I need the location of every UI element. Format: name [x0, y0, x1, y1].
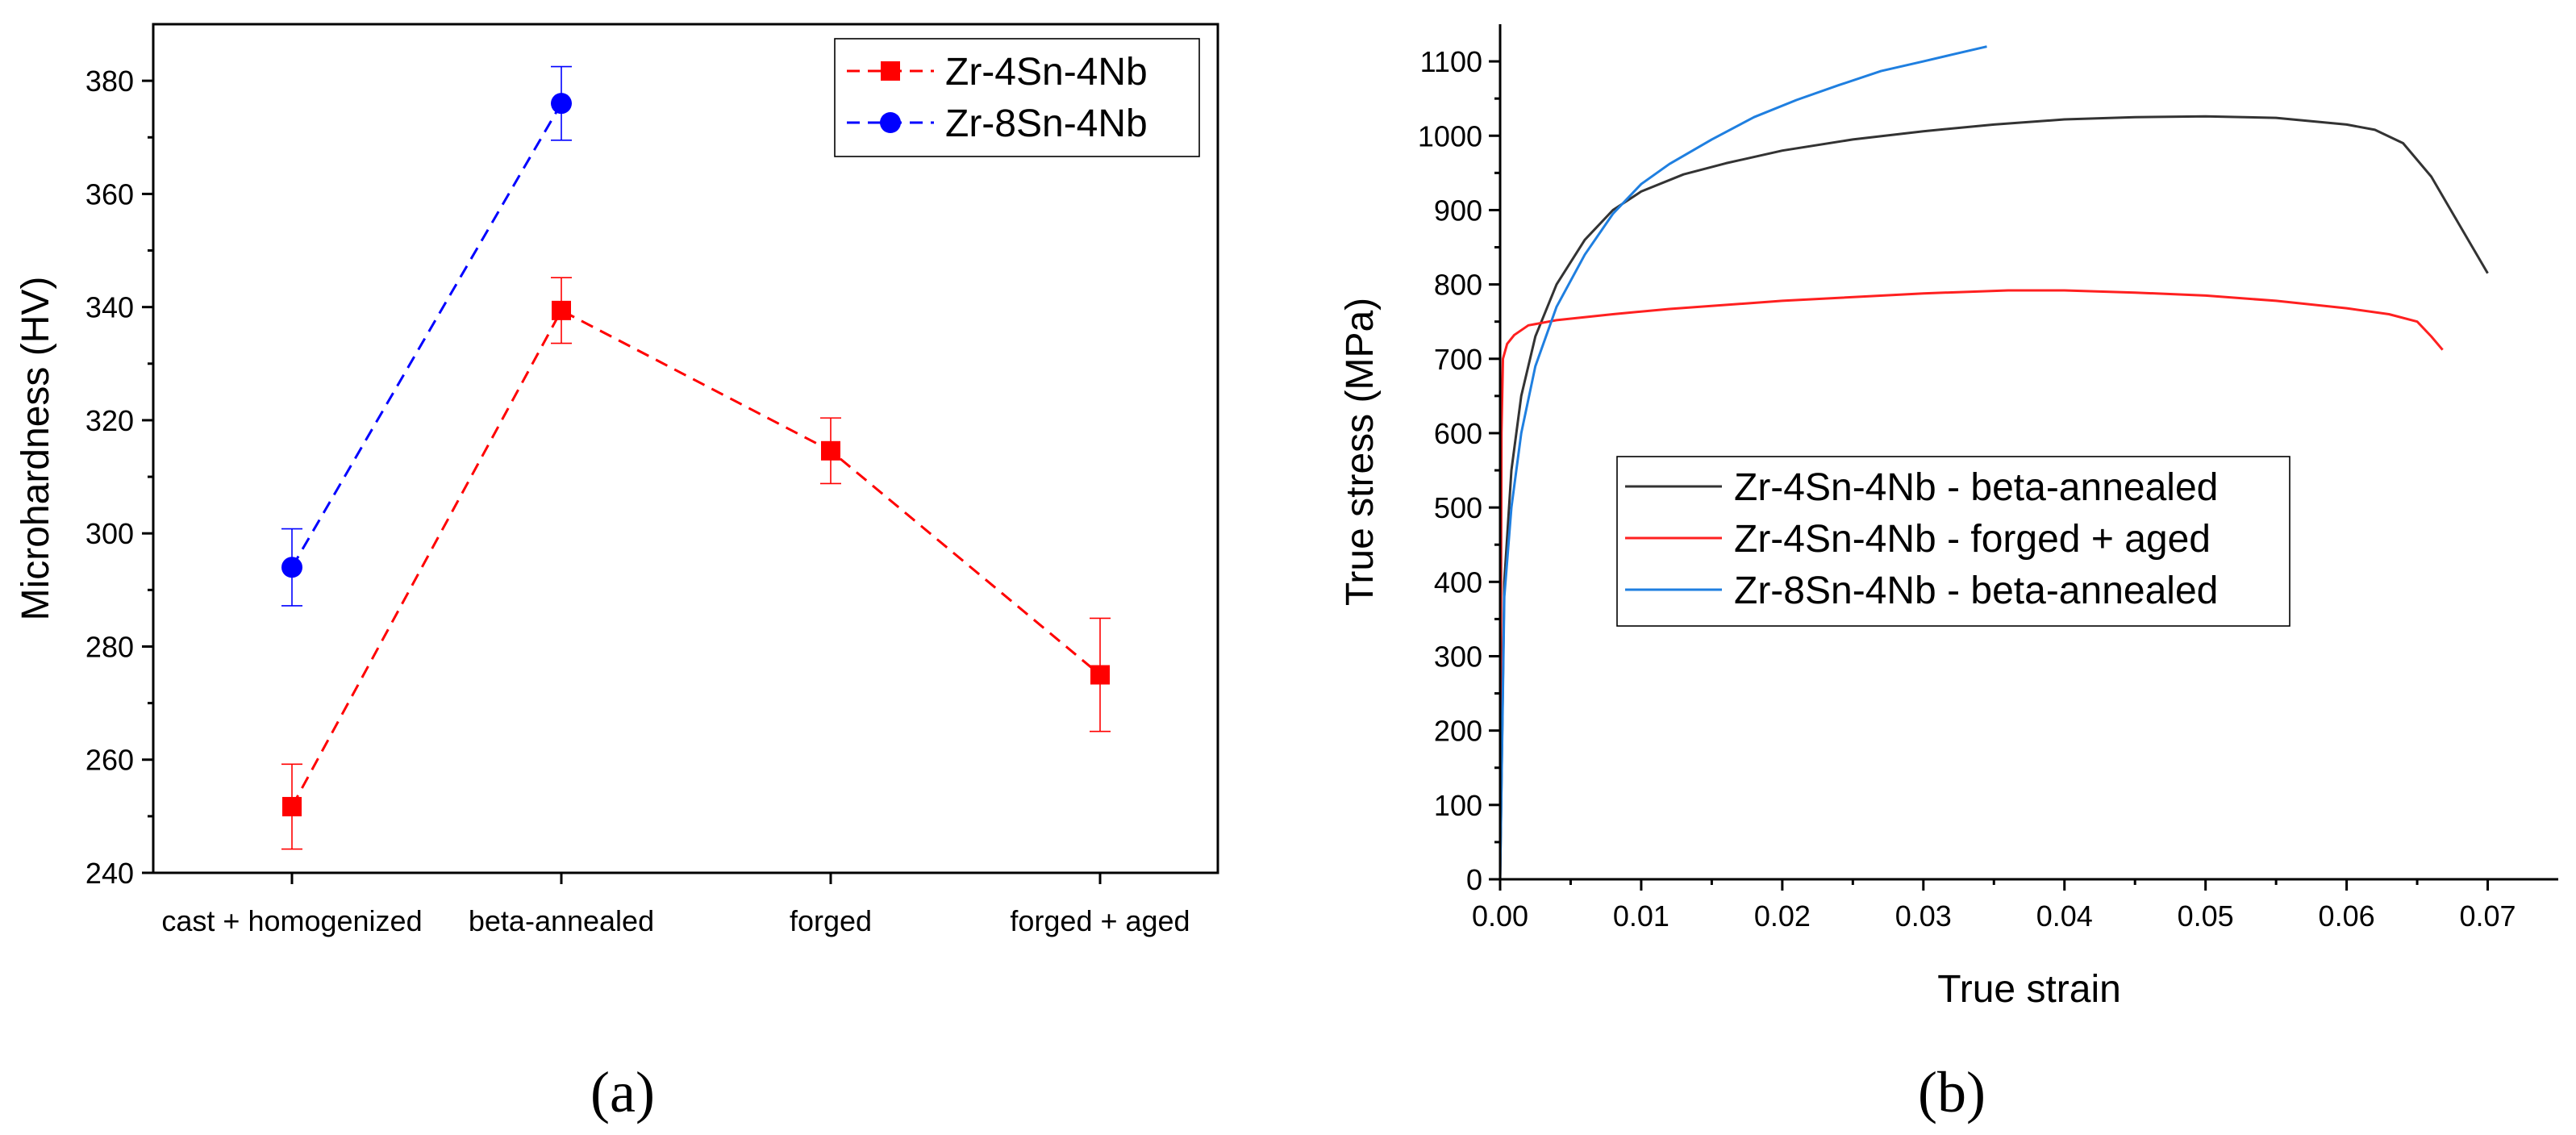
panel-b-legend-zr-8sn-4nb-beta-annealed-label: Zr-8Sn-4Nb - beta-annealed [1734, 570, 2218, 612]
panel-a-y-tick-label: 240 [85, 857, 134, 890]
panel-a-y-ticks: 240 260 280 300 320 340 360 380 [85, 65, 153, 890]
panel-a-y-tick-label: 360 [85, 177, 134, 211]
panel-b-series-layer [1498, 45, 2489, 880]
panel-b-y-tick-label: 700 [1434, 343, 1482, 376]
panel-b-y-tick-label: 600 [1434, 417, 1482, 450]
panel-b-legend-zr-4sn-4nb-forged-aged-label: Zr-4Sn-4Nb - forged + aged [1734, 518, 2211, 561]
panel-b-y-tick-label: 300 [1434, 640, 1482, 673]
panel-b-x-tick-label: 0.04 [2036, 899, 2093, 933]
panel-a-zr-4sn-4nb-point [282, 796, 302, 816]
panel-a-legend-box [834, 38, 1200, 157]
panel-b-x-tick-label: 0.02 [1754, 899, 1811, 933]
panel-a-plot-frame [152, 23, 1219, 874]
panel-b-zr-4sn-4nb-forged-aged-curve [1498, 289, 2444, 880]
panel-a-zr-4sn-4nb-point [1090, 665, 1110, 685]
panel-a-y-tick-label: 280 [85, 630, 134, 663]
panel-a-label: (a) [590, 1060, 655, 1125]
panel-b-y-tick-label: 500 [1434, 491, 1482, 524]
panel-b-x-tick-label: 0.00 [1472, 899, 1528, 933]
panel-b-stress-strain-chart: 0 100 200 300 400 500 600 700 800 900 1000 1100 0.0… [1339, 24, 2558, 1011]
panel-a-legend: Zr-4Sn-4Nb Zr-8Sn-4Nb [834, 38, 1200, 157]
panel-a-legend-zr-8sn-4nb-label: Zr-8Sn-4Nb [945, 102, 1148, 145]
panel-b-legend: Zr-4Sn-4Nb - beta-annealed Zr-4Sn-4Nb - f… [1616, 456, 2290, 627]
panel-b-y-tick-label: 0 [1466, 863, 1482, 896]
panel-a-y-tick-label: 380 [85, 65, 134, 98]
panel-b-x-tick-label: 0.07 [2459, 899, 2516, 933]
panel-b-y-tick-label: 900 [1434, 194, 1482, 227]
panel-b-legend-box [1616, 456, 2290, 627]
panel-b-y-tick-label: 200 [1434, 715, 1482, 748]
panel-a-zr-4sn-4nb-point [552, 300, 571, 320]
panel-a-zr-8sn-4nb-point [551, 93, 572, 115]
panel-a-legend-zr-8sn-4nb-marker [880, 112, 901, 133]
panel-a-series-layer [281, 65, 1111, 850]
panel-a-legend-zr-4sn-4nb-label: Zr-4Sn-4Nb [945, 51, 1148, 94]
panel-a-zr-8sn-4nb-point [281, 557, 302, 578]
panel-a-y-axis-title: Microhardness (HV) [15, 277, 57, 621]
panel-b-x-tick-label: 0.05 [2178, 899, 2234, 933]
panel-a-zr-8sn-4nb-line [290, 102, 563, 569]
panel-b-x-tick-label: 0.06 [2319, 899, 2375, 933]
panel-b-x-tick-label: 0.03 [1895, 899, 1952, 933]
panel-b-y-tick-label: 800 [1434, 269, 1482, 302]
panel-a-y-tick-label: 320 [85, 404, 134, 437]
panel-b-zr-4sn-4nb-beta-annealed-curve [1498, 115, 2489, 880]
panel-a-x-tick-label: cast + homogenized [161, 904, 422, 937]
panel-b-x-axis-title: True strain [1937, 968, 2121, 1011]
panel-a-x-tick-label: beta-annealed [469, 904, 654, 937]
panel-b-y-tick-label: 100 [1434, 789, 1482, 822]
panel-b-legend-zr-4sn-4nb-beta-annealed-label: Zr-4Sn-4Nb - beta-annealed [1734, 466, 2218, 509]
panel-b-y-tick-label: 400 [1434, 565, 1482, 599]
panel-b-x-tick-label: 0.01 [1613, 899, 1669, 933]
panel-b-label: (b) [1918, 1060, 1986, 1125]
panel-b-axes [1498, 24, 2558, 881]
panel-a-x-tick-label: forged + aged [1010, 904, 1190, 937]
panel-b-zr-8sn-4nb-beta-annealed-curve [1498, 45, 1987, 880]
panel-a-zr-4sn-4nb-point [821, 440, 840, 461]
panel-a-microhardness-chart: 240 260 280 300 320 340 360 380 cast + homogeni… [15, 23, 1219, 937]
panel-a-x-tick-label: forged [790, 904, 872, 937]
panel-a-y-tick-label: 300 [85, 517, 134, 550]
panel-b-y-ticks: 0 100 200 300 400 500 600 700 800 900 1000 1100 [1418, 45, 1500, 896]
panel-a-zr-4sn-4nb-line [290, 308, 1101, 807]
panel-b-x-ticks: 0.00 0.01 0.02 0.03 0.04 0.05 0.06 0.07 [1472, 879, 2516, 933]
panel-b-y-tick-label: 1000 [1418, 119, 1482, 152]
panel-a-x-ticks: cast + homogenized beta-annealed forged for… [161, 873, 1190, 937]
panel-a-y-tick-label: 260 [85, 744, 134, 777]
panel-b-y-tick-label: 1100 [1420, 45, 1482, 78]
panel-b-y-axis-title: True stress (MPa) [1339, 298, 1382, 606]
panel-a-y-tick-label: 340 [85, 291, 134, 324]
panel-a-legend-zr-4sn-4nb-marker [881, 61, 900, 81]
